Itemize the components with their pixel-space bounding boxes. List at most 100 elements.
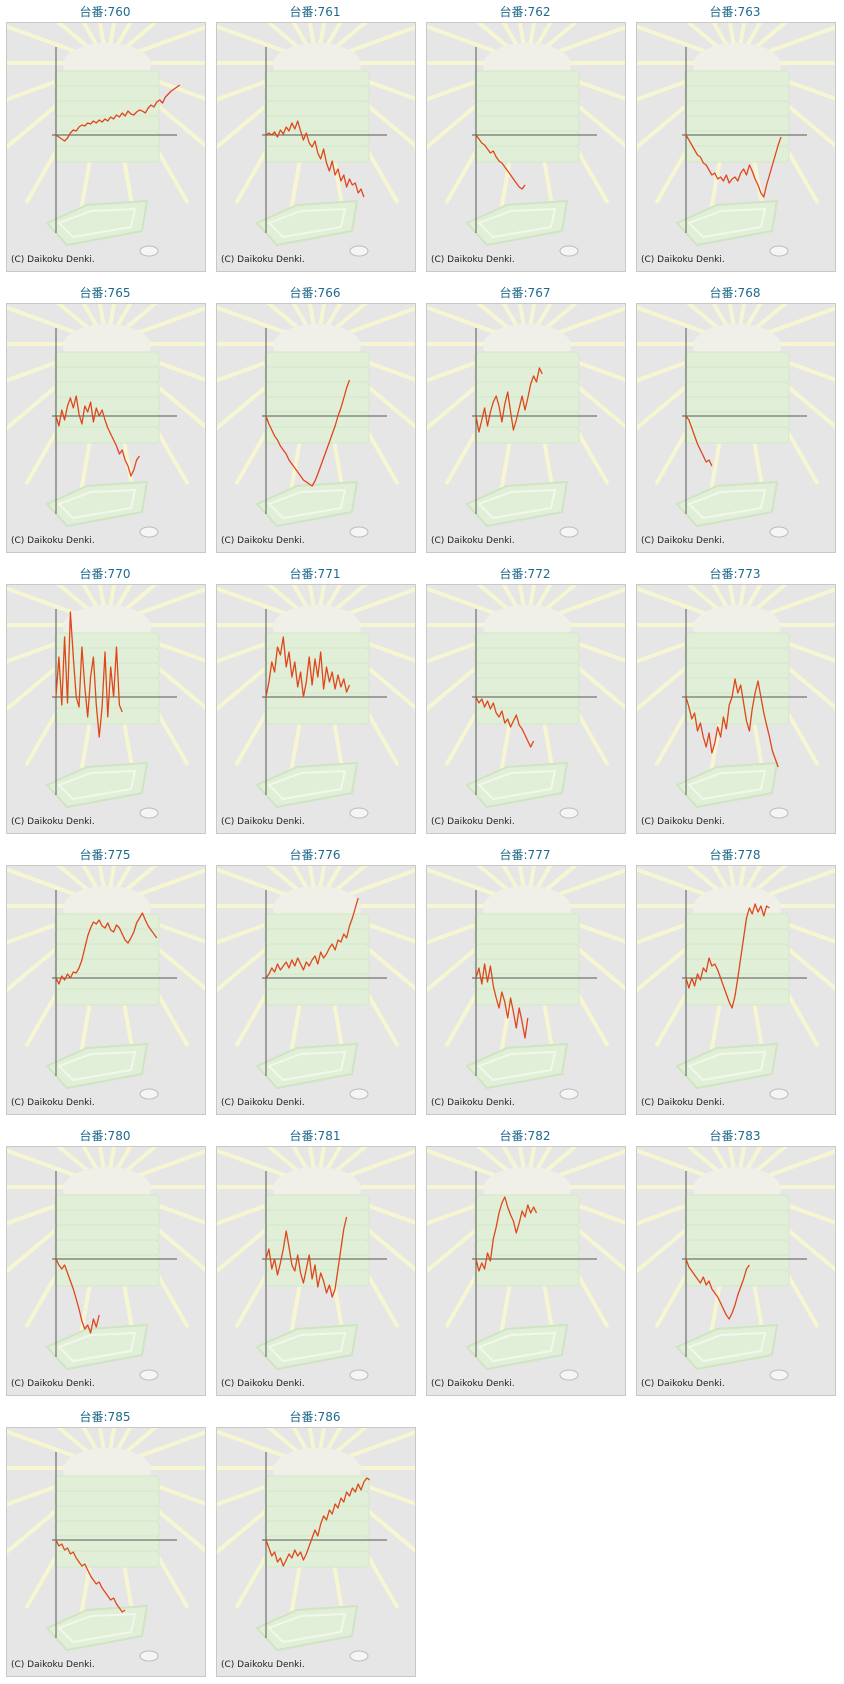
box-stack-decoration — [264, 1224, 370, 1242]
coin-decoration — [139, 245, 159, 257]
sunray-decoration — [535, 1147, 553, 1172]
chart-title[interactable]: 台番:767 — [499, 286, 551, 300]
chart-frame: (C) Daikoku Denki. — [636, 1146, 836, 1396]
chart-title[interactable]: 台番:761 — [289, 5, 341, 19]
coin-decoration — [139, 1088, 159, 1100]
tray-decoration — [687, 1331, 767, 1363]
sunray-decoration — [81, 1147, 99, 1172]
sunray-decoration — [543, 1149, 625, 1183]
background-illustration — [427, 1147, 625, 1381]
chart-title[interactable]: 台番:766 — [289, 286, 341, 300]
sunray-decoration — [711, 866, 729, 891]
chart-title[interactable]: 台番:763 — [709, 5, 761, 19]
background-illustration — [427, 23, 625, 257]
chart-title[interactable]: 台番:772 — [499, 567, 551, 581]
sunray-decoration — [266, 585, 304, 615]
line-chart-svg — [427, 304, 625, 538]
background-illustration — [637, 585, 835, 819]
box-stack-decoration — [474, 973, 580, 991]
sunray-decoration — [266, 1428, 304, 1458]
chart-frame: (C) Daikoku Denki. — [6, 865, 206, 1115]
copyright-text: (C) Daikoku Denki. — [431, 536, 515, 546]
box-stack-decoration — [684, 1254, 790, 1272]
sunray-decoration — [427, 24, 511, 59]
sunray-decoration — [637, 305, 721, 340]
chart-title[interactable]: 台番:780 — [79, 1129, 131, 1143]
box-stack-decoration — [684, 1239, 790, 1257]
box-stack-decoration — [474, 677, 580, 695]
copyright-text: (C) Daikoku Denki. — [11, 1379, 95, 1389]
chart-title[interactable]: 台番:783 — [709, 1129, 761, 1143]
chart-title[interactable]: 台番:771 — [289, 567, 341, 581]
sunray-decoration — [535, 23, 553, 48]
chart-title[interactable]: 台番:770 — [79, 567, 131, 581]
sunray-decoration — [330, 866, 368, 896]
background-illustration — [217, 304, 415, 538]
copyright-text: (C) Daikoku Denki. — [11, 536, 95, 546]
coin-decoration — [139, 526, 159, 538]
box-stack-decoration — [264, 100, 370, 118]
box-stack-decoration — [54, 1520, 160, 1538]
sunray-decoration — [217, 1148, 301, 1183]
chart-title[interactable]: 台番:760 — [79, 5, 131, 19]
box-stack-decoration — [54, 1550, 160, 1568]
box-stack-decoration — [684, 662, 790, 680]
chart-title[interactable]: 台番:776 — [289, 848, 341, 862]
tray-decoration — [675, 1042, 779, 1090]
background-illustration — [7, 1147, 205, 1381]
sunray-decoration — [745, 585, 763, 610]
chart-title[interactable]: 台番:786 — [289, 1410, 341, 1424]
tray-decoration — [687, 488, 767, 520]
box-stack-decoration — [684, 647, 790, 665]
tray-decoration — [267, 488, 347, 520]
sunray-decoration — [750, 1147, 788, 1177]
box-stack-decoration — [54, 1224, 160, 1242]
chart-cell: 台番:778 (C) Daikoku Denki. — [632, 843, 838, 1115]
background-illustration — [427, 304, 625, 538]
sunray-decoration — [535, 866, 553, 891]
chart-title[interactable]: 台番:775 — [79, 848, 131, 862]
chart-title[interactable]: 台番:768 — [709, 286, 761, 300]
chart-title[interactable]: 台番:777 — [499, 848, 551, 862]
chart-cell: 台番:763 (C) Daikoku Denki. — [632, 0, 838, 272]
chart-frame: (C) Daikoku Denki. — [426, 1146, 626, 1396]
sunray-decoration — [476, 866, 514, 896]
sunray-decoration — [637, 867, 721, 902]
chart-title[interactable]: 台番:785 — [79, 1410, 131, 1424]
sunray-decoration — [266, 304, 304, 334]
coin-decoration — [769, 1369, 789, 1381]
chart-frame: (C) Daikoku Denki. — [216, 22, 416, 272]
sunray-decoration — [543, 587, 625, 621]
chart-frame: (C) Daikoku Denki. — [6, 1427, 206, 1677]
sunray-decoration — [120, 1428, 158, 1458]
box-stack-decoration — [684, 381, 790, 399]
sunray-decoration — [7, 305, 91, 340]
chart-frame: (C) Daikoku Denki. — [216, 303, 416, 553]
sunray-decoration — [123, 306, 205, 340]
box-stack-decoration — [474, 928, 580, 946]
sunray-decoration — [753, 587, 835, 621]
chart-title[interactable]: 台番:762 — [499, 5, 551, 19]
sunray-decoration — [291, 585, 309, 610]
sunray-decoration — [543, 306, 625, 340]
sunray-decoration — [56, 585, 94, 615]
sunray-decoration — [115, 866, 133, 891]
box-stack-decoration — [264, 130, 370, 148]
copyright-text: (C) Daikoku Denki. — [431, 1098, 515, 1108]
box-stack-decoration — [264, 1209, 370, 1227]
chart-title[interactable]: 台番:782 — [499, 1129, 551, 1143]
tray-decoration — [675, 480, 779, 528]
chart-title[interactable]: 台番:773 — [709, 567, 761, 581]
box-stack-decoration — [54, 381, 160, 399]
coin-decoration — [769, 1088, 789, 1100]
box-stack-decoration — [474, 647, 580, 665]
box-stack-decoration — [684, 913, 790, 931]
box-stack-decoration — [54, 1490, 160, 1508]
chart-title[interactable]: 台番:778 — [709, 848, 761, 862]
box-stack-decoration — [264, 70, 370, 88]
chart-title[interactable]: 台番:781 — [289, 1129, 341, 1143]
chart-title[interactable]: 台番:765 — [79, 286, 131, 300]
sunray-decoration — [115, 1428, 133, 1453]
tray-decoration — [687, 769, 767, 801]
box-stack-decoration — [54, 426, 160, 444]
